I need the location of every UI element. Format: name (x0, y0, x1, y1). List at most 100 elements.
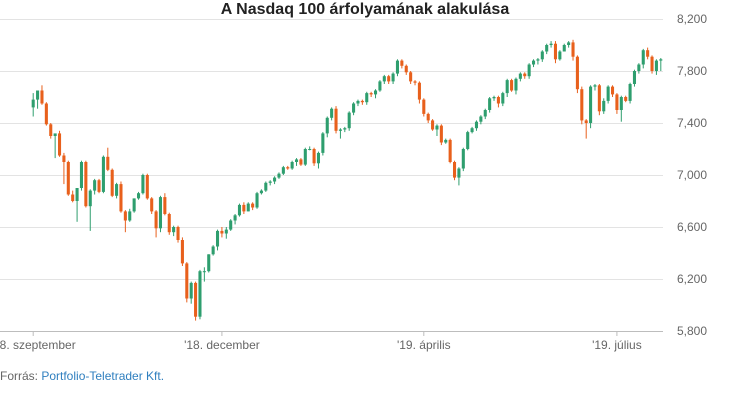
candle-body (369, 93, 373, 95)
candle-down (646, 47, 650, 60)
source-link[interactable]: Portfolio-Teletrader Kft. (41, 369, 165, 383)
candle-body (194, 282, 198, 317)
candle-up (31, 93, 35, 117)
candle-up (545, 43, 549, 55)
candle-up (316, 151, 321, 169)
candle-body (593, 85, 597, 87)
candle-down (57, 130, 62, 157)
candle-down (110, 168, 114, 198)
candle-body (202, 271, 206, 273)
candle-body (136, 193, 141, 199)
candle-body (215, 230, 220, 247)
candle-down (575, 55, 579, 94)
candle-body (628, 84, 632, 101)
candle-body (356, 100, 360, 104)
candle-down (448, 138, 452, 164)
candle-up (518, 72, 522, 82)
chart-title: A Nasdaq 100 árfolyamának alakulása (220, 1, 510, 18)
candle-body (567, 42, 571, 45)
candle-body (176, 227, 180, 240)
candle-body (417, 82, 421, 100)
candle-body (321, 133, 325, 153)
candle-up (141, 173, 145, 195)
candle-up (466, 130, 470, 151)
candle-down (154, 210, 158, 238)
candle-body (439, 125, 443, 143)
candle-up (444, 138, 448, 144)
candle-body (101, 156, 105, 192)
x-tick-label: '18. szeptember (0, 338, 76, 352)
candle-up (365, 91, 369, 105)
candle-body (299, 159, 303, 165)
candle-down (97, 178, 101, 194)
candle-body (106, 156, 110, 170)
candle-down (404, 64, 408, 75)
candle-body (237, 204, 242, 216)
candle-body (496, 97, 500, 104)
candle-up (378, 80, 382, 92)
candle-down (571, 39, 575, 61)
candle-down (49, 123, 53, 139)
candle-body (488, 98, 492, 110)
y-tick-label: 6,600 (677, 220, 707, 234)
candle-up (474, 120, 479, 131)
candle-up (505, 78, 509, 97)
candle-body (580, 89, 584, 121)
candle-up (343, 126, 347, 133)
candle-body (115, 184, 119, 196)
candle-body (286, 167, 290, 169)
candle-body (84, 162, 88, 207)
candle-down (452, 160, 457, 181)
gridlines (0, 19, 663, 332)
candle-body (646, 50, 650, 57)
candle-body (316, 152, 321, 164)
candle-body (40, 90, 44, 104)
candle-body (308, 149, 312, 150)
candle-down (510, 78, 514, 92)
candle-body (49, 124, 53, 136)
candle-down (185, 262, 189, 303)
candle-down (624, 95, 628, 103)
candle-body (224, 229, 228, 234)
candle-up (136, 191, 141, 200)
candle-down (123, 210, 127, 233)
candle-down (180, 237, 184, 266)
candle-body (382, 76, 386, 82)
candle-up (172, 225, 176, 237)
candle-up (531, 59, 536, 68)
candle-down (413, 80, 417, 86)
candle-body (391, 73, 395, 82)
candle-body (352, 103, 356, 113)
candle-up (229, 219, 233, 231)
y-tick-label: 8,200 (677, 12, 707, 26)
candle-body (71, 194, 75, 201)
candle-body (501, 93, 505, 104)
candle-up (562, 43, 566, 52)
candle-body (268, 181, 272, 183)
candle-up (628, 82, 632, 104)
candle-body (558, 51, 562, 60)
candle-down (650, 55, 654, 74)
candle-body (264, 182, 268, 191)
candle-body (637, 64, 641, 71)
candle-body (426, 113, 430, 121)
candle-body (654, 60, 658, 71)
candle-down (242, 202, 246, 214)
candle-body (474, 121, 479, 129)
candle-body (641, 50, 645, 65)
candle-body (338, 129, 342, 131)
candle-up (211, 245, 215, 256)
candle-body (294, 159, 299, 162)
candle-body (461, 149, 465, 169)
candle-body (66, 162, 70, 195)
candle-up (501, 91, 505, 107)
candle-up (549, 41, 553, 48)
candle-body (531, 60, 536, 65)
candle-up (593, 84, 597, 91)
candle-up (255, 191, 259, 209)
candle-body (373, 90, 378, 95)
candle-body (110, 169, 114, 196)
candle-body (119, 184, 123, 212)
candle-body (343, 128, 347, 130)
